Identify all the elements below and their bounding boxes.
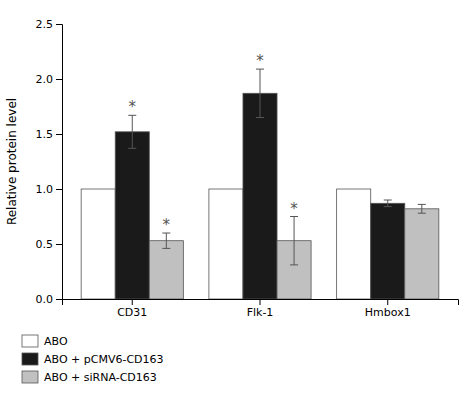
plot-root: 0.0 0.5 1.0 1.5 2.0 2.5 CD31 Flk-1 Hmbox1 Relativ… (5, 18, 459, 319)
x-tick: Hmbox1 (365, 299, 411, 319)
y-axis: 0.0 0.5 1.0 1.5 2.0 2.5 (36, 18, 63, 306)
x-tick-mark (387, 299, 388, 305)
y-tick-mark (56, 189, 62, 190)
series-bars (115, 69, 405, 299)
significance-label: * (163, 216, 171, 234)
y-tick: 0.5 (36, 238, 63, 251)
y-tick: 1.0 (36, 183, 63, 196)
error-bar-stem (260, 69, 261, 117)
y-tick-mark (56, 244, 62, 245)
error-bar-cap (418, 213, 426, 214)
x-tick: Flk-1 (247, 299, 274, 319)
y-tick-mark (56, 79, 62, 80)
y-tick: 0.0 (36, 293, 63, 306)
annotations: * * * * (129, 52, 299, 234)
y-tick-mark (56, 299, 62, 300)
bar (81, 189, 115, 299)
legend-label: ABO + siRNA-CD163 (44, 371, 157, 384)
legend-swatch (22, 335, 38, 347)
significance-label: * (129, 98, 137, 116)
error-bar (128, 115, 136, 148)
y-tick-label: 2.0 (36, 73, 54, 86)
bar (371, 203, 405, 299)
y-tick-mark (56, 134, 62, 135)
legend-label: ABO + pCMV6-CD163 (44, 353, 164, 366)
y-tick-label: 2.5 (36, 18, 54, 31)
error-bar-stem (132, 115, 133, 148)
bar (405, 209, 439, 299)
bar (115, 132, 149, 299)
bar (243, 93, 277, 299)
error-bar-stem (421, 204, 422, 213)
error-bar (290, 217, 298, 265)
chart-svg: 0.0 0.5 1.0 1.5 2.0 2.5 CD31 Flk-1 Hmbox1 Relativ… (0, 0, 474, 401)
error-bar-stem (387, 200, 388, 207)
y-axis-line (56, 25, 63, 300)
error-bar-cap (384, 200, 392, 201)
error-bar-cap (384, 206, 392, 207)
error-bar (162, 233, 170, 248)
legend-item: ABO (22, 335, 68, 348)
x-tick-label: Hmbox1 (365, 306, 411, 319)
bars (81, 69, 439, 299)
error-bar-cap (418, 204, 426, 205)
error-bar-stem (294, 217, 295, 265)
y-axis-title: Relative protein level (5, 98, 19, 225)
x-tick-label: Flk-1 (247, 306, 274, 319)
error-bar-cap (256, 117, 264, 118)
y-tick-label: 1.0 (36, 183, 54, 196)
error-bar (256, 69, 264, 117)
legend-swatch (22, 371, 38, 383)
legend: ABO ABO + pCMV6-CD163 ABO + siRNA-CD163 (22, 335, 164, 384)
y-tick: 2.5 (36, 18, 63, 31)
bar (337, 189, 371, 299)
y-tick-label: 0.5 (36, 238, 54, 251)
legend-item: ABO + pCMV6-CD163 (22, 353, 164, 366)
series-bars (149, 204, 439, 299)
x-axis-line (63, 300, 459, 306)
y-tick-mark (56, 24, 62, 25)
significance-label: * (256, 52, 264, 70)
error-bar-cap (128, 148, 136, 149)
x-tick-label: CD31 (117, 306, 147, 319)
y-tick-label: 1.5 (36, 128, 54, 141)
legend-label: ABO (44, 335, 68, 348)
error-bar (418, 204, 426, 213)
legend-swatch (22, 353, 38, 365)
significance-label: * (290, 200, 298, 218)
error-bar-cap (290, 264, 298, 265)
y-tick: 1.5 (36, 128, 63, 141)
error-bar-cap (162, 248, 170, 249)
legend-item: ABO + siRNA-CD163 (22, 371, 157, 384)
x-tick: CD31 (117, 299, 147, 319)
error-bar-stem (166, 233, 167, 248)
error-bar (384, 200, 392, 207)
x-tick-mark (260, 299, 261, 305)
y-tick-label: 0.0 (36, 293, 54, 306)
bar (209, 189, 243, 299)
x-tick-mark (132, 299, 133, 305)
y-tick: 2.0 (36, 73, 63, 86)
x-axis: CD31 Flk-1 Hmbox1 (63, 299, 459, 319)
bar (149, 241, 183, 299)
